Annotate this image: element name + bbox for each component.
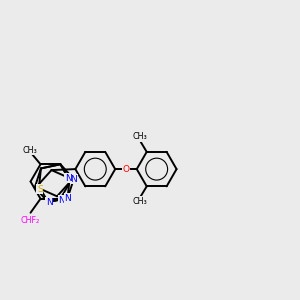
- Text: CH₃: CH₃: [132, 132, 147, 141]
- Text: N: N: [64, 174, 71, 183]
- Text: O: O: [122, 165, 129, 174]
- Text: N: N: [70, 175, 77, 184]
- Text: N: N: [46, 198, 52, 207]
- Text: CHF₂: CHF₂: [21, 216, 40, 225]
- Text: S: S: [37, 185, 43, 194]
- Text: N: N: [64, 194, 71, 202]
- Text: CH₃: CH₃: [132, 197, 147, 206]
- Text: N: N: [64, 194, 71, 202]
- Text: CH₃: CH₃: [22, 146, 37, 155]
- Text: N: N: [58, 196, 65, 205]
